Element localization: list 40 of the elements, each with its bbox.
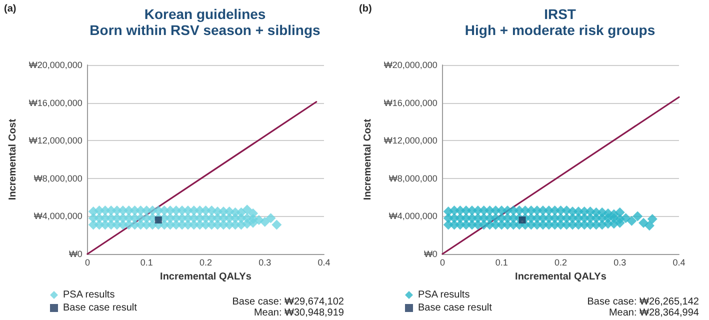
chart-title: IRST	[544, 6, 576, 22]
chart-subtitle: Born within RSV season + siblings	[90, 22, 321, 38]
y-tick-label: ₩12,000,000	[384, 136, 438, 146]
legend-label: Base case result	[63, 302, 138, 314]
x-tick-label: 0.1	[140, 258, 153, 268]
text: Base case: ₩26,265,142	[587, 296, 700, 308]
x-tick-label: 0.3	[258, 258, 272, 268]
y-tick-label: ₩4,000,000	[388, 211, 438, 222]
y-tick-label: ₩16,000,000	[28, 98, 82, 108]
text: Mean: ₩28,364,994	[608, 308, 700, 318]
legend-label: Base case result	[418, 302, 492, 314]
x-tick-label: 0.4	[672, 258, 686, 268]
x-tick-label: 0.2	[554, 258, 567, 268]
x-tick-label: 0.1	[495, 258, 508, 268]
y-tick-label: ₩20,000,000	[28, 60, 82, 70]
x-axis-title: Incremental QALYs	[515, 271, 607, 282]
y-tick-label: ₩4,000,000	[34, 211, 82, 222]
y-tick-label: ₩16,000,000	[384, 98, 438, 108]
y-axis-title: Incremental Cost	[8, 118, 18, 200]
text: Base case: ₩29,674,102	[232, 296, 344, 308]
legend-label: PSA results	[418, 290, 470, 300]
chart-title: Korean guidelines	[144, 6, 266, 22]
text: (a)	[4, 4, 16, 14]
y-tick-label: ₩20,000,000	[384, 60, 438, 70]
text: (b)	[359, 4, 372, 14]
x-tick-label: 0.3	[614, 258, 626, 268]
y-axis-title: Incremental Cost	[362, 118, 374, 200]
x-tick-label: 0	[440, 258, 445, 268]
x-tick-label: 0	[84, 258, 90, 268]
x-tick-label: 0.4	[318, 258, 330, 268]
y-tick-label: ₩8,000,000	[34, 173, 82, 184]
y-tick-label: ₩0	[424, 249, 438, 259]
y-tick-label: ₩8,000,000	[388, 173, 438, 184]
text: Mean: ₩30,948,919	[254, 308, 344, 318]
y-tick-label: ₩0	[68, 249, 82, 259]
x-tick-label: 0.2	[199, 258, 212, 268]
chart-subtitle: High + moderate risk groups	[464, 22, 656, 38]
legend-label: PSA results	[63, 290, 115, 300]
y-tick-label: ₩12,000,000	[28, 136, 82, 146]
x-axis-title: Incremental QALYs	[160, 271, 252, 282]
